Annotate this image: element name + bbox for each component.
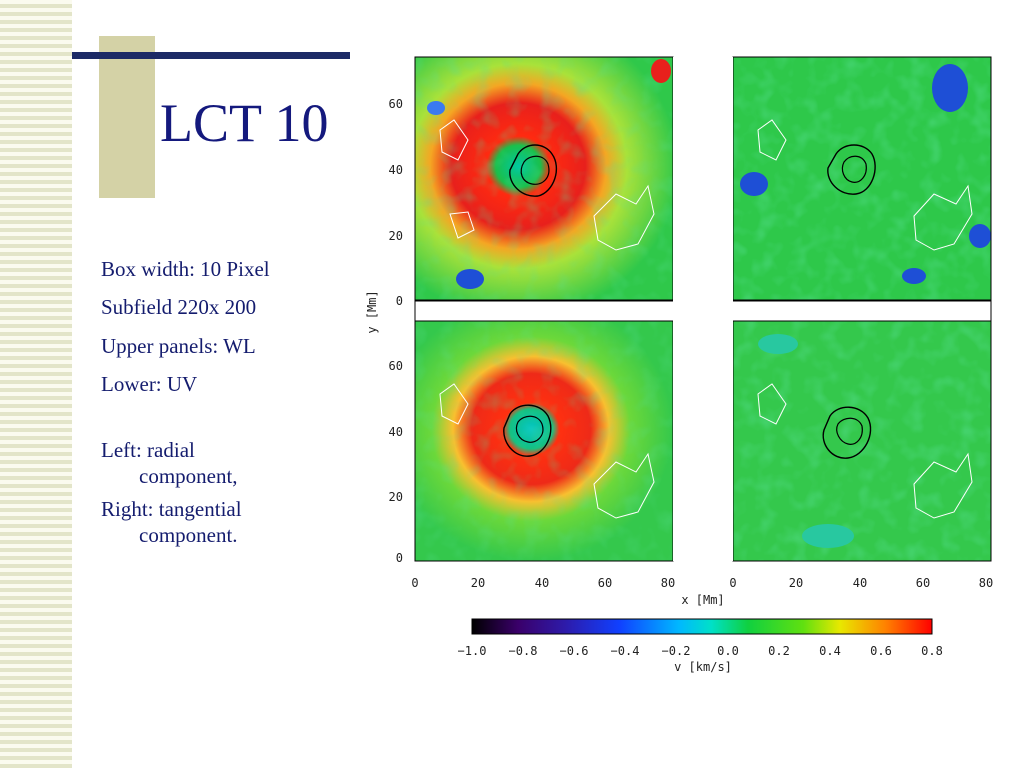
- velocity-map-figure: 60 40 20 0 60 40 20 0 y [Mm] 0 20 40 60 …: [365, 56, 993, 674]
- y-axis-upper: 60 40 20 0: [389, 97, 403, 308]
- sunspot-contour-inner: [836, 417, 863, 445]
- x-tick-label: 0: [411, 576, 418, 590]
- bullet-right-tangential: Right: tangential component.: [101, 496, 361, 549]
- white-contour: [449, 211, 475, 239]
- white-contour: [593, 184, 655, 251]
- colorbar-tick-label: 0.0: [717, 644, 739, 658]
- slide-title: LCT 10: [160, 93, 329, 153]
- panel-lower-right: [732, 320, 992, 562]
- white-contour: [439, 383, 469, 425]
- white-contour: [439, 119, 469, 161]
- y-tick-label: 40: [389, 163, 403, 177]
- bullet-list: Box width: 10 Pixel Subfield 220x 200 Up…: [101, 256, 361, 560]
- colorbar-label: v [km/s]: [674, 660, 732, 674]
- x-tick-label: 40: [535, 576, 549, 590]
- title-accent-box: [99, 36, 155, 198]
- x-axis-right: 0 20 40 60 80: [729, 576, 993, 590]
- x-tick-label: 40: [853, 576, 867, 590]
- red-patch: [651, 59, 671, 83]
- colorbar-tick-label: 0.8: [921, 644, 943, 658]
- colorbar-tick-label: 0.2: [768, 644, 790, 658]
- panel-texture: [415, 321, 673, 561]
- bullet-left-radial: Left: radial component,: [101, 437, 361, 490]
- bullet-text: Left: radial: [101, 438, 195, 462]
- cyan-patch: [758, 334, 798, 354]
- title-accent-bar: [72, 52, 350, 59]
- y-tick-label: 20: [389, 229, 403, 243]
- bullet-text: Subfield 220x 200: [101, 295, 257, 320]
- colorbar: −1.0 −0.8 −0.6 −0.4 −0.2 0.0 0.2 0.4 0.6…: [458, 618, 943, 674]
- bullet-text: Box width: 10 Pixel: [101, 257, 270, 281]
- panel-upper-left: [414, 56, 674, 301]
- panel-lower-left: [414, 320, 674, 562]
- blue-patch: [969, 224, 991, 248]
- x-tick-label: 60: [916, 576, 930, 590]
- y-tick-label: 40: [389, 425, 403, 439]
- colorbar-tick-label: 0.6: [870, 644, 892, 658]
- y-axis-label: y [Mm]: [365, 290, 379, 333]
- sunspot-contour-inner: [515, 415, 544, 443]
- x-axis-left: 0 20 40 60 80: [411, 576, 675, 590]
- bullet-text: Right: tangential: [101, 496, 242, 521]
- panel-upper-right: [732, 56, 992, 301]
- colorbar-tick-label: −0.8: [509, 644, 538, 658]
- blue-patch: [902, 268, 926, 284]
- white-contour: [593, 452, 655, 519]
- x-tick-label: 0: [729, 576, 736, 590]
- blue-patch: [456, 269, 484, 289]
- bullet-text: Upper panels: WL: [101, 333, 256, 358]
- x-tick-label: 80: [979, 576, 993, 590]
- colorbar-tick-label: −1.0: [458, 644, 487, 658]
- blue-patch: [740, 172, 768, 196]
- y-tick-label: 0: [396, 294, 403, 308]
- blue-patch: [932, 64, 968, 112]
- x-tick-label: 80: [661, 576, 675, 590]
- bullet-text: Lower: UV: [101, 371, 198, 396]
- white-contour: [757, 383, 787, 425]
- y-tick-label: 60: [389, 359, 403, 373]
- sunspot-contour: [827, 144, 876, 195]
- colorbar-tick-label: −0.6: [560, 644, 589, 658]
- blue-patch: [427, 101, 445, 115]
- x-tick-label: 60: [598, 576, 612, 590]
- white-contour: [913, 184, 973, 251]
- bullet-upper-panels: Upper panels: WL: [101, 333, 361, 359]
- cyan-patch: [802, 524, 854, 548]
- sunspot-contour: [822, 406, 872, 459]
- colorbar-scale: [471, 618, 933, 635]
- panel-texture: [415, 57, 673, 300]
- y-tick-label: 20: [389, 490, 403, 504]
- sunspot-contour-inner: [520, 155, 550, 185]
- white-contour: [757, 119, 787, 161]
- bullet-box-width: Box width: 10 Pixel: [101, 256, 361, 282]
- bullet-text-continued: component,: [139, 464, 238, 489]
- bullet-lower: Lower: UV: [101, 371, 361, 397]
- panel-gutter: [673, 57, 733, 561]
- white-contour: [913, 452, 973, 519]
- bullet-subfield: Subfield 220x 200: [101, 294, 361, 320]
- bullet-text-continued: component.: [139, 522, 238, 547]
- colorbar-tick-label: −0.2: [662, 644, 691, 658]
- sunspot-contour: [509, 144, 557, 197]
- sunspot-contour: [503, 404, 552, 457]
- y-axis-lower: 60 40 20 0: [389, 359, 403, 565]
- decorative-stripes: [0, 0, 72, 768]
- sunspot-contour-inner: [841, 155, 867, 183]
- colorbar-tick-label: 0.4: [819, 644, 841, 658]
- panel-texture: [733, 321, 991, 561]
- x-tick-label: 20: [471, 576, 485, 590]
- y-tick-label: 0: [396, 551, 403, 565]
- x-axis-label: x [Mm]: [681, 593, 724, 607]
- colorbar-tick-label: −0.4: [611, 644, 640, 658]
- x-tick-label: 20: [789, 576, 803, 590]
- y-tick-label: 60: [389, 97, 403, 111]
